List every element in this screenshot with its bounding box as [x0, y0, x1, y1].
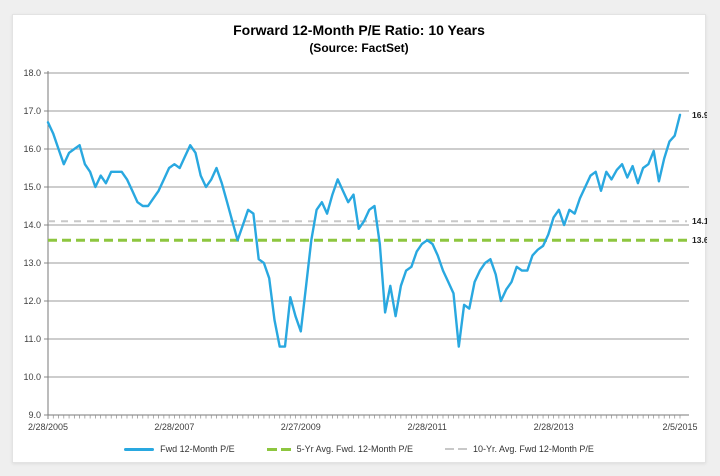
- y-axis-label: 10.0: [23, 372, 41, 382]
- y-axis-label: 13.0: [23, 258, 41, 268]
- legend-item-fwd-pe: Fwd 12-Month P/E: [124, 444, 235, 454]
- y-axis-label: 12.0: [23, 296, 41, 306]
- legend-label-fwd-pe: Fwd 12-Month P/E: [160, 444, 235, 454]
- x-axis-label: 2/28/2011: [408, 422, 447, 432]
- legend-label-10yr-avg: 10-Yr. Avg. Fwd 12-Month P/E: [473, 444, 594, 454]
- pe-ratio-line-chart: 9.0 10.0 11.0 12.0 13.0 14.0 15.0 16.0 17.0 18.0 2…: [23, 68, 707, 432]
- avg5-dash-swatch-icon: [266, 447, 291, 451]
- y-axis-label: 17.0: [23, 106, 41, 116]
- end-value-label: 14.1: [692, 216, 707, 226]
- chart-title: Forward 12-Month P/E Ratio: 10 Years: [233, 22, 485, 38]
- chart-subtitle: (Source: FactSet): [309, 41, 409, 55]
- fwd-pe-line: [46, 113, 682, 348]
- y-axis-label: 15.0: [23, 182, 41, 192]
- y-axis-label: 16.0: [23, 144, 41, 154]
- x-axis-label: 2/28/2013: [534, 422, 574, 432]
- legend-label-5yr-avg: 5-Yr Avg. Fwd. 12-Month P/E: [296, 444, 413, 454]
- y-axis-label: 9.0: [28, 410, 41, 420]
- legend-item-10yr-avg: 10-Yr. Avg. Fwd 12-Month P/E: [445, 444, 594, 454]
- x-axis-label: 2/27/2009: [281, 422, 321, 432]
- end-value-label: 13.6: [692, 235, 707, 245]
- legend-item-5yr-avg: 5-Yr Avg. Fwd. 12-Month P/E: [266, 444, 413, 454]
- x-axis-label: 2/5/2015: [662, 422, 697, 432]
- x-axis-label: 2/28/2007: [154, 422, 194, 432]
- fwd-pe-line-swatch-icon: [124, 447, 155, 451]
- y-axis-label: 14.0: [23, 220, 41, 230]
- y-axis-label: 18.0: [23, 68, 41, 78]
- y-axis-label: 11.0: [24, 334, 41, 344]
- x-axis-label: 2/28/2005: [28, 422, 68, 432]
- chart-card: Forward 12-Month P/E Ratio: 10 Years (So…: [12, 14, 707, 463]
- avg10-dash-swatch-icon: [445, 448, 467, 450]
- end-value-label: 16.9: [692, 110, 707, 120]
- chart-legend: Fwd 12-Month P/E 5-Yr Avg. Fwd. 12-Month…: [13, 444, 705, 454]
